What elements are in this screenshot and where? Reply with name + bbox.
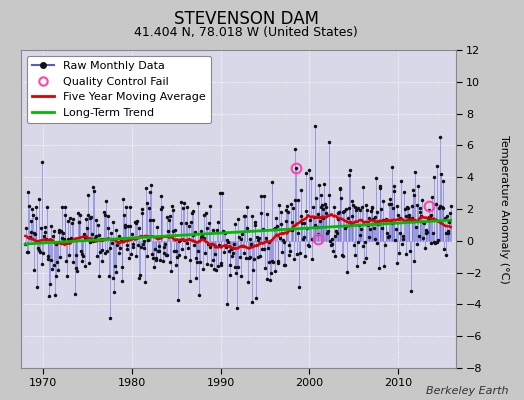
Y-axis label: Temperature Anomaly (°C): Temperature Anomaly (°C) xyxy=(499,135,509,283)
Text: STEVENSON DAM: STEVENSON DAM xyxy=(174,10,319,28)
Legend: Raw Monthly Data, Quality Control Fail, Five Year Moving Average, Long-Term Tren: Raw Monthly Data, Quality Control Fail, … xyxy=(27,56,212,123)
Text: Berkeley Earth: Berkeley Earth xyxy=(426,386,508,396)
Text: 41.404 N, 78.018 W (United States): 41.404 N, 78.018 W (United States) xyxy=(134,26,358,39)
